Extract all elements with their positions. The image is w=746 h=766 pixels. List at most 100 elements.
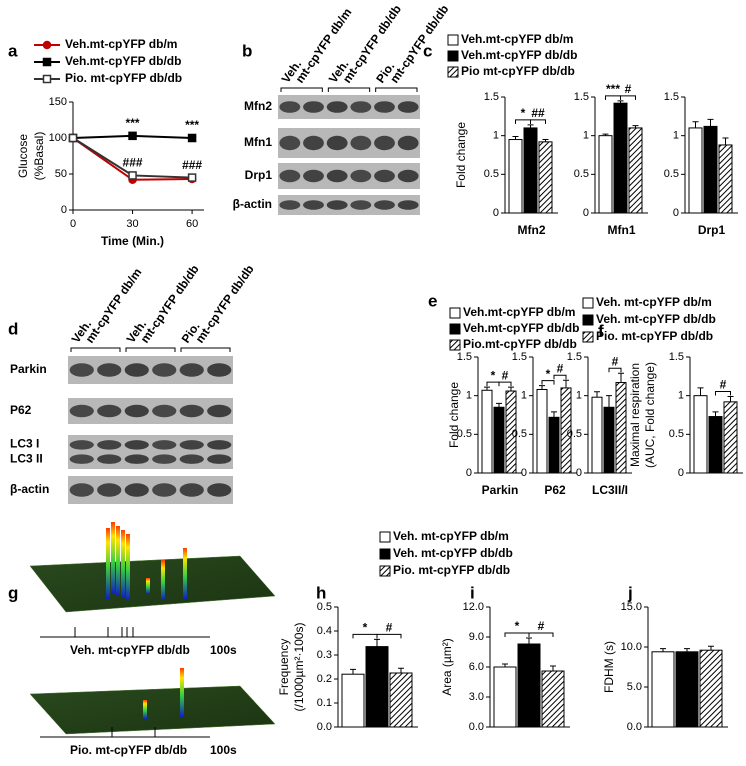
bar xyxy=(688,127,703,214)
y-tick-label: 150 xyxy=(49,96,67,108)
error-bar xyxy=(508,386,514,392)
error-bar xyxy=(692,121,699,128)
bar xyxy=(598,135,613,214)
y-tick-label: 0.5 xyxy=(457,428,472,440)
y-tick-label: 0 xyxy=(466,467,472,479)
surface-scale: 100s xyxy=(210,643,237,657)
x-tick-label: Mfn2 xyxy=(518,223,546,237)
group-bracket xyxy=(180,347,231,352)
legend-swatch xyxy=(379,565,391,577)
blot-band xyxy=(207,363,232,377)
significance-label: * xyxy=(546,367,551,381)
significance-label: # xyxy=(625,82,632,96)
significance-label: # xyxy=(557,361,564,375)
blot-band xyxy=(179,363,204,377)
y-tick-label: 0 xyxy=(521,467,527,479)
legend-label: Pio. mt-cpYFP db/db xyxy=(393,563,510,577)
blot-band xyxy=(124,363,149,377)
bar xyxy=(591,396,603,474)
blot-strip xyxy=(68,398,233,424)
x-tick-label: 30 xyxy=(126,218,138,230)
bar xyxy=(523,127,538,214)
panel-letter: h xyxy=(316,583,326,602)
legend-label: Veh.mt-cpYFP db/m xyxy=(463,305,575,319)
blot-band xyxy=(124,404,149,418)
y-axis-label: (AUC, Fold change) xyxy=(643,362,657,468)
y-tick-label: 0.5 xyxy=(664,168,679,180)
error-bar xyxy=(350,668,356,675)
blot-band xyxy=(124,454,149,464)
error-bar xyxy=(542,139,549,142)
y-tick-label: 0 xyxy=(576,467,582,479)
blot-band xyxy=(97,483,122,497)
significance-bracket xyxy=(541,380,555,385)
panel-letter: e xyxy=(428,291,437,310)
bar xyxy=(541,670,565,728)
blot-band xyxy=(303,169,324,183)
group-bracket xyxy=(280,87,323,92)
blot-band xyxy=(124,440,149,450)
legend-label: Veh.mt-cpYFP db/m xyxy=(65,37,177,51)
legend-swatch xyxy=(447,34,459,46)
legend-swatch xyxy=(582,297,594,309)
y-tick-label: 0.5 xyxy=(574,168,589,180)
panel-letter: g xyxy=(8,583,18,602)
x-tick-label: Parkin xyxy=(482,483,519,497)
y-tick-label: 0 xyxy=(583,207,589,219)
significance-bracket xyxy=(530,119,546,124)
y-axis-label: Fold change xyxy=(447,382,461,448)
annotation: ### xyxy=(182,158,202,172)
y-tick-label: 0.5 xyxy=(567,428,582,440)
blot-band xyxy=(152,363,177,377)
bar xyxy=(481,389,493,474)
legend-swatch xyxy=(582,314,594,326)
significance-bracket xyxy=(504,632,530,637)
x-tick-label: Drp1 xyxy=(698,223,726,237)
lane-header: mt-cpYFP db/db xyxy=(193,262,257,345)
legend-swatch xyxy=(449,339,461,351)
blot-strip xyxy=(278,128,420,158)
y-tick-label: 3.0 xyxy=(469,691,484,703)
surface-plane xyxy=(29,685,276,735)
y-tick-label: 0 xyxy=(673,207,679,219)
error-bar xyxy=(618,372,624,383)
significance-bracket xyxy=(605,95,621,100)
error-bar xyxy=(606,395,612,408)
data-point xyxy=(68,133,78,143)
panel-letter: f xyxy=(598,321,604,340)
bar xyxy=(341,673,365,728)
data-point xyxy=(187,173,197,182)
blot-strip xyxy=(68,356,233,384)
blot-strip xyxy=(278,163,420,189)
y-tick-label: 0 xyxy=(61,204,67,216)
bar xyxy=(517,643,541,728)
significance-bracket xyxy=(376,633,402,639)
legend-label: Veh.mt-cpYFP db/m xyxy=(461,32,573,46)
y-tick-label: 100 xyxy=(49,132,67,144)
error-bar xyxy=(727,395,734,402)
surface-scale: 100s xyxy=(210,743,237,757)
significance-bracket xyxy=(715,390,731,396)
bar xyxy=(365,646,389,728)
y-tick-label: 1.5 xyxy=(512,351,527,363)
blot-band xyxy=(152,440,177,450)
y-tick-label: 0.5 xyxy=(484,168,499,180)
y-tick-label: 0.0 xyxy=(469,721,484,733)
legend-label: Veh. mt-cpYFP db/db xyxy=(596,312,716,326)
bar xyxy=(693,395,708,474)
row-label: Mfn2 xyxy=(244,99,272,113)
blot-band xyxy=(374,169,395,183)
group-bracket xyxy=(375,87,418,92)
bar xyxy=(508,139,523,214)
y-axis-label: FDHM (s) xyxy=(602,641,616,693)
blot-band xyxy=(179,404,204,418)
bar xyxy=(538,141,553,214)
error-bar xyxy=(660,648,666,652)
blot-band xyxy=(397,200,419,210)
blot-band xyxy=(69,483,94,497)
significance-label: * xyxy=(491,368,496,382)
surface-spike xyxy=(126,534,130,600)
row-label: LC3 II xyxy=(10,452,43,466)
error-bar xyxy=(502,663,508,667)
